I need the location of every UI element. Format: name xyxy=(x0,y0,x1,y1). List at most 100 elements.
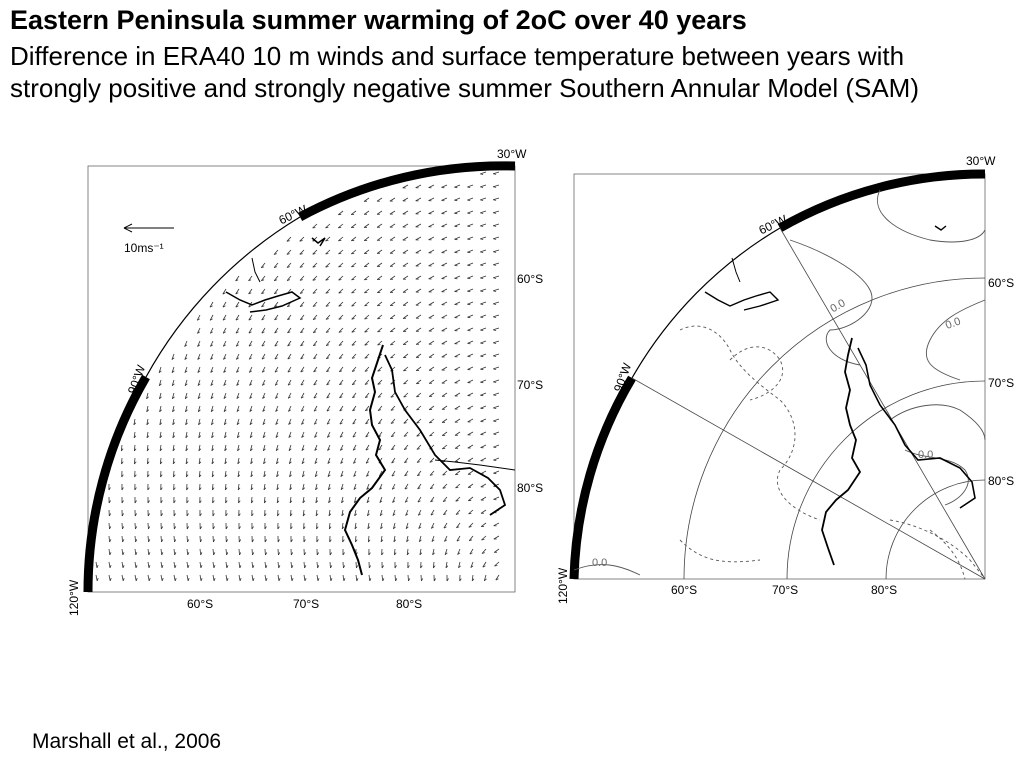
wind-vector xyxy=(224,431,227,438)
wind-vector-head xyxy=(467,251,471,254)
wind-vector-head xyxy=(456,539,460,542)
wind-vector-head xyxy=(302,487,305,491)
wind-vector xyxy=(274,379,279,386)
wind-lon-label-30w: 30°W xyxy=(497,147,527,161)
wind-vector xyxy=(428,184,435,188)
wind-vector xyxy=(364,392,370,398)
wind-vector-head xyxy=(250,448,253,452)
wind-vector-head xyxy=(274,344,278,347)
wind-vector-head xyxy=(277,539,280,543)
wind-vector-head xyxy=(469,552,473,555)
wind-vector-head xyxy=(265,578,268,582)
wind-vector-head xyxy=(248,331,252,334)
wind-vector xyxy=(147,548,150,556)
wind-vector-head xyxy=(235,318,239,321)
temp-contour-zero-2 xyxy=(925,299,986,381)
wind-vector-head xyxy=(109,539,112,543)
wind-vector-head xyxy=(325,292,329,294)
wind-vector xyxy=(314,470,318,477)
wind-vector-head xyxy=(312,279,316,281)
wind-vector-head xyxy=(430,513,434,516)
wind-vector xyxy=(428,379,435,384)
wind-vector-head xyxy=(493,316,497,318)
wind-vector-head xyxy=(408,578,411,582)
wind-vector xyxy=(445,561,448,568)
wind-vector xyxy=(302,470,305,477)
wind-vector-head xyxy=(467,186,471,188)
wind-vector-head xyxy=(301,448,305,451)
wind-vector xyxy=(250,444,253,451)
wind-vector xyxy=(338,327,344,333)
wind-vector-head xyxy=(493,225,497,227)
wind-vector-head xyxy=(314,474,318,478)
wind-vector-head xyxy=(261,357,265,360)
temp-lat-label-bottom-80s: 80°S xyxy=(871,583,897,597)
wind-vector-head xyxy=(200,578,203,582)
wind-vector-head xyxy=(326,344,330,346)
wind-vector-head xyxy=(210,357,214,360)
wind-vector xyxy=(261,301,266,308)
wind-vector-head xyxy=(377,409,382,411)
wind-vector xyxy=(480,431,487,435)
wind-vector-head xyxy=(184,344,188,347)
temp-contour-dashed-4 xyxy=(929,529,966,580)
wind-vector xyxy=(326,405,331,412)
wind-vector-head xyxy=(211,435,214,439)
wind-vector-head xyxy=(404,474,408,477)
wind-vector xyxy=(366,483,370,490)
wind-vector xyxy=(480,418,487,422)
wind-vector xyxy=(350,223,357,228)
wind-vector xyxy=(493,223,500,227)
wind-vector xyxy=(197,379,201,386)
wind-vector-head xyxy=(184,383,188,387)
wind-vector xyxy=(493,301,500,305)
wind-vector xyxy=(185,457,188,464)
wind-vector xyxy=(441,210,448,214)
wind-vector xyxy=(402,262,409,267)
wind-vector-head xyxy=(325,240,329,242)
wind-vector-head xyxy=(330,578,333,582)
wind-vector-head xyxy=(146,435,150,439)
wind-vector-head xyxy=(391,435,395,438)
wind-vector-head xyxy=(442,474,446,476)
wind-vector-head xyxy=(172,461,176,465)
wind-vector xyxy=(428,275,435,280)
wind-vector-head xyxy=(493,303,497,305)
wind-vector xyxy=(480,405,487,409)
wind-vector-head xyxy=(174,539,177,543)
wind-vector xyxy=(467,327,474,331)
wind-vector xyxy=(482,561,487,568)
wind-vector xyxy=(300,392,305,399)
wind-vector xyxy=(429,457,435,463)
wind-vector-head xyxy=(393,526,396,530)
wind-vector-head xyxy=(210,409,214,413)
wind-vector-head xyxy=(263,500,267,504)
wind-vector-head xyxy=(304,565,307,569)
wind-vector xyxy=(454,288,461,292)
wind-vector-head xyxy=(274,305,278,308)
wind-vector-head xyxy=(251,513,254,517)
wind-vector-head xyxy=(184,370,188,373)
wind-vector-head xyxy=(186,526,189,530)
wind-vector-head xyxy=(122,539,125,543)
wind-vector xyxy=(467,236,474,240)
wind-vector-head xyxy=(274,331,278,334)
wind-vector-head xyxy=(223,383,227,386)
wind-vector-head xyxy=(392,500,396,503)
wind-vector xyxy=(480,353,487,357)
wind-vector-head xyxy=(302,513,306,517)
wind-vector-head xyxy=(313,344,317,347)
wind-vector xyxy=(415,340,422,345)
wind-vector xyxy=(316,561,318,569)
wind-vector-head xyxy=(301,435,305,438)
wind-vector xyxy=(428,288,435,293)
wind-vector xyxy=(467,288,474,292)
wind-vector xyxy=(352,431,357,438)
wind-vector-head xyxy=(433,578,436,582)
wind-vector xyxy=(428,405,435,411)
wind-vector-head xyxy=(313,383,317,386)
wind-vector xyxy=(289,496,292,503)
wind-vector xyxy=(480,457,487,462)
wind-vector-head xyxy=(467,264,471,267)
wind-vector xyxy=(493,392,500,396)
